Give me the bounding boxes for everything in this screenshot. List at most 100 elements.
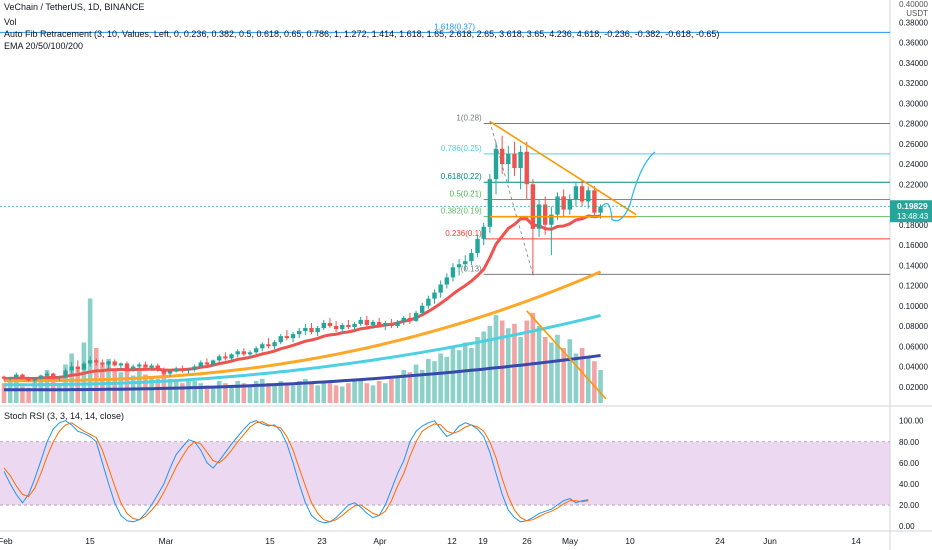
stoch-legend: Stoch RSI (3, 3, 14, 14, close) (4, 411, 125, 421)
candle-body (174, 368, 179, 372)
volume-bar-67 (413, 364, 419, 403)
candle-body (14, 374, 19, 378)
volume-bar-33 (204, 385, 210, 403)
candle-52 (321, 319, 326, 331)
candle-94 (579, 180, 585, 207)
price-tick-12: 0.14000 (899, 261, 928, 270)
price-axis[interactable]: 0.38000 0.36000 0.34000 0.32000 0.30000 0.280… (890, 18, 932, 531)
candle-29 (180, 365, 185, 373)
volume-bar-9 (57, 383, 62, 403)
candle-73 (450, 263, 456, 282)
stoch-tick-3: 40.00 (899, 480, 920, 489)
candle-5 (32, 377, 37, 383)
vol-legend: Vol (4, 17, 17, 27)
current-price-badge (890, 200, 932, 223)
candle-body (364, 319, 370, 325)
candle-body (26, 378, 31, 381)
volume-bar-62 (383, 383, 388, 403)
candle-38 (235, 349, 240, 358)
volume-bar-63 (389, 378, 394, 403)
candle-28 (174, 366, 179, 373)
candle-39 (241, 348, 247, 357)
volume-bar-56 (346, 383, 351, 403)
triangle-upper-line (489, 120, 637, 216)
volume-bar-12 (75, 370, 81, 403)
volume-bar-4 (26, 387, 31, 403)
candle-43 (266, 338, 271, 349)
candle-body (100, 362, 105, 365)
volume-bar-64 (395, 375, 400, 403)
time-label-2: Mar (159, 536, 174, 546)
candle-body (161, 369, 167, 374)
candle-20 (124, 361, 130, 371)
volume-bar-88 (542, 337, 548, 403)
candle-body (543, 204, 548, 225)
price-tick-15: 0.08000 (899, 322, 928, 331)
volume-bar-14 (87, 298, 93, 403)
stoch-tick-5: 0.00 (899, 522, 915, 531)
candle-body (573, 186, 579, 200)
candle-80 (493, 141, 499, 195)
candle-53 (327, 317, 333, 329)
candle-body (426, 298, 431, 306)
volume-bar-32 (198, 383, 204, 403)
candle-body (463, 261, 468, 265)
candle-body (186, 369, 191, 371)
candle-body (81, 363, 87, 370)
price-tick-17: 0.04000 (899, 363, 928, 372)
fib-label-6: 0.236(0.1) (445, 229, 482, 238)
candle-70 (432, 289, 437, 304)
candle-body (253, 348, 259, 353)
candle-body (57, 376, 62, 378)
candle-body (217, 356, 222, 361)
time-label-5: Apr (373, 536, 386, 546)
candle-body (112, 361, 117, 366)
price-tick-14: 0.10000 (899, 302, 928, 311)
candle-body (63, 370, 68, 377)
ema-line-0 (3, 214, 601, 381)
price-tick-0: 0.38000 (899, 18, 928, 27)
volume-bar-22 (137, 367, 142, 403)
candle-body (487, 179, 493, 227)
price-tick-4: 0.30000 (899, 99, 928, 108)
volume-bar-80 (493, 315, 499, 403)
candle-24 (149, 363, 154, 371)
candle-body (586, 190, 591, 202)
candle-7 (44, 371, 50, 377)
volume-bar-0 (1, 383, 7, 403)
candle-16 (100, 359, 105, 368)
volume-bar-51 (315, 385, 320, 403)
candle-1 (7, 376, 13, 381)
volume-bar-47 (290, 385, 296, 403)
candle-82 (506, 145, 511, 183)
chart-title: VeChain / TetherUS, 1D, BINANCE (4, 2, 145, 12)
fib-levels: 1.618(0.37) 1(0.28) 0.786(0.25) 0.618(0.22)… (0, 22, 890, 275)
price-tick-5: 0.28000 (899, 120, 928, 129)
candle-body (75, 366, 80, 370)
candle-body (432, 292, 437, 299)
candle-body (475, 238, 480, 254)
volume-bar-54 (333, 385, 339, 403)
volume-bar-69 (426, 359, 431, 403)
volume-bar-68 (419, 370, 425, 403)
candle-9 (57, 375, 62, 381)
time-label-12: Jun (763, 536, 777, 546)
volume-bar-55 (339, 386, 345, 403)
candle-72 (444, 273, 449, 289)
price-tick-1: 0.36000 (899, 39, 928, 48)
candle-8 (51, 372, 56, 380)
candle-body (198, 362, 203, 367)
candle-66 (407, 312, 413, 324)
volume-bar-46 (284, 383, 290, 403)
candle-body (524, 151, 529, 185)
time-axis[interactable]: Feb 15 Mar 15 23 Apr 12 19 26 May 10 24 Jun 14 (0, 536, 861, 546)
candle-body (137, 364, 142, 367)
candle-body (309, 328, 314, 333)
candle-10 (63, 368, 68, 378)
candle-body (346, 324, 351, 328)
candle-36 (223, 352, 228, 361)
candle-23 (143, 361, 148, 370)
fib-label-1: 1(0.28) (456, 114, 482, 123)
candle-54 (333, 320, 339, 333)
